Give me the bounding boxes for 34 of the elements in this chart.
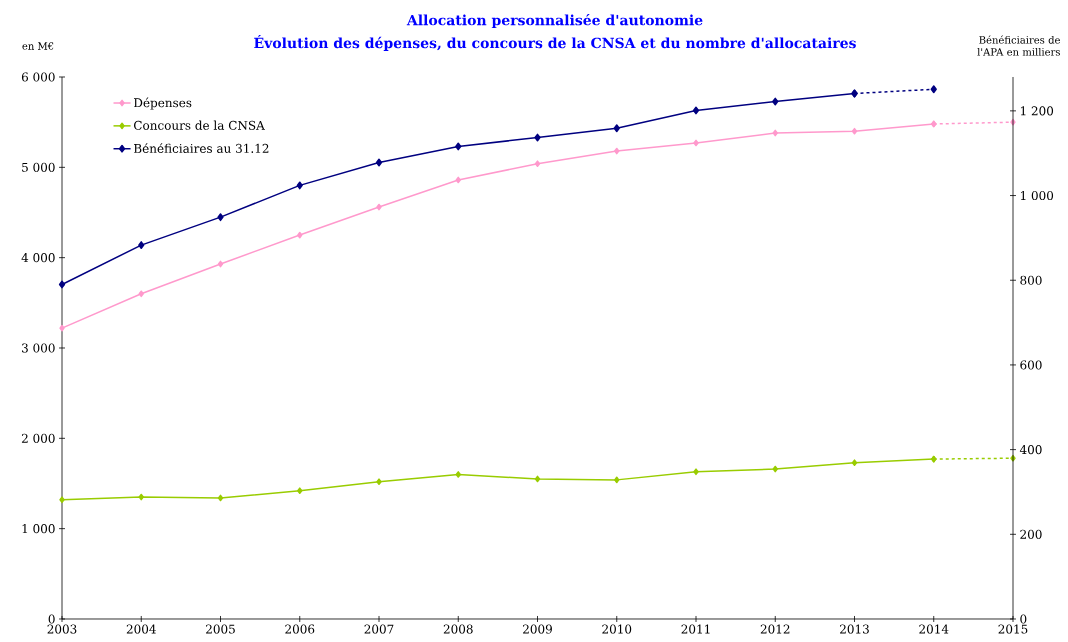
x-tick-label: 2010 bbox=[602, 624, 632, 634]
x-tick-label: 2015 bbox=[998, 624, 1028, 634]
y2-tick-label: 1 200 bbox=[1020, 106, 1054, 116]
y2-tick-label: 0 bbox=[1020, 614, 1027, 624]
y-tick-label: 0 bbox=[48, 614, 55, 624]
x-tick-label: 2005 bbox=[206, 624, 235, 634]
legend-label: Bénéficiaires au 31.12 bbox=[133, 143, 269, 153]
y2-axis-title: Bénéficiaires de l'APA en milliers bbox=[977, 35, 1060, 56]
y-tick-label: 2 000 bbox=[21, 433, 55, 443]
y2-tick-label: 1 000 bbox=[1020, 191, 1054, 201]
x-tick-label: 2012 bbox=[760, 624, 790, 634]
y-tick-label: 3 000 bbox=[22, 343, 55, 353]
y-tick-label: 4 000 bbox=[21, 253, 55, 263]
chart-title: Allocation personnalisée d'autonomie bbox=[406, 13, 703, 29]
x-tick-label: 2009 bbox=[523, 624, 552, 634]
legend-label: Concours de la CNSA bbox=[134, 120, 265, 130]
x-tick-label: 2006 bbox=[285, 624, 315, 634]
y-tick-label: 5 000 bbox=[22, 162, 55, 172]
y2-tick-label: 200 bbox=[1020, 529, 1042, 539]
x-tick-label: 2014 bbox=[919, 624, 949, 634]
x-tick-label: 2011 bbox=[681, 624, 710, 634]
x-tick-label: 2003 bbox=[47, 624, 77, 634]
legend-label: Dépenses bbox=[133, 97, 192, 110]
x-tick-label: 2007 bbox=[364, 624, 394, 634]
y-tick-label: 1 000 bbox=[22, 524, 55, 534]
y-axis-title: en M€ bbox=[22, 42, 54, 50]
x-tick-label: 2013 bbox=[840, 624, 869, 634]
y2-tick-label: 800 bbox=[1020, 275, 1042, 285]
chart-subtitle: Évolution des dépenses, du concours de la CNSA et du nombre d'allocataires bbox=[254, 35, 856, 51]
y2-tick-label: 400 bbox=[1019, 445, 1042, 455]
y2-tick-label: 600 bbox=[1020, 360, 1042, 370]
x-tick-label: 2008 bbox=[443, 624, 473, 634]
y-tick-label: 6 000 bbox=[21, 72, 55, 82]
x-tick-label: 2004 bbox=[126, 624, 156, 634]
